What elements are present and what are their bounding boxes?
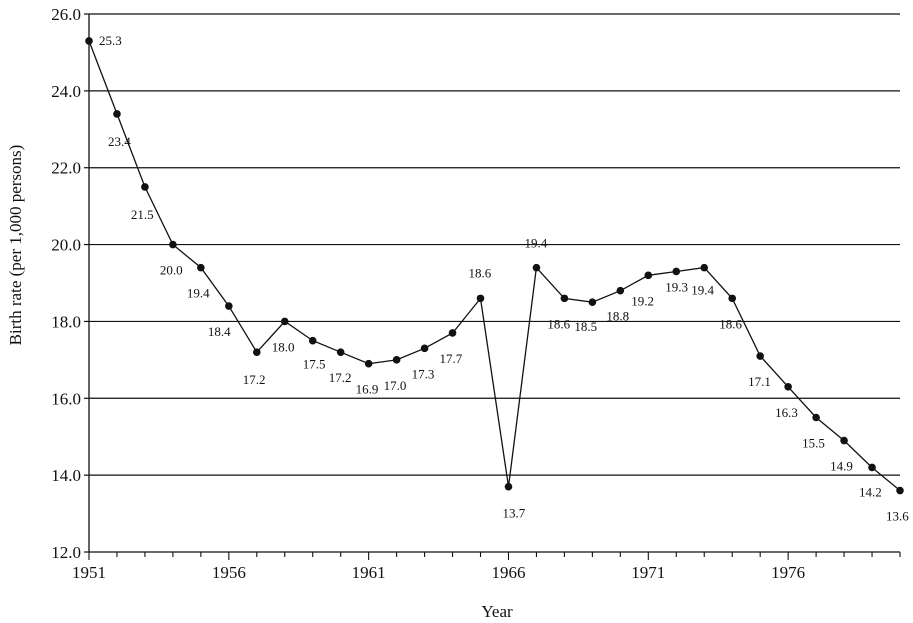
y-tick-label: 16.0 (51, 389, 81, 408)
data-label: 17.2 (243, 372, 266, 387)
data-point (113, 110, 121, 118)
axes (88, 14, 900, 553)
data-label: 19.3 (665, 279, 688, 294)
y-axis-ticks: 12.0 14.0 16.0 18.0 20.0 22.0 24.0 26.0 (51, 5, 89, 562)
data-label: 15.5 (802, 436, 825, 451)
data-label: 16.3 (775, 405, 798, 420)
data-point (169, 240, 177, 249)
data-label: 14.9 (830, 459, 853, 474)
data-point (420, 344, 429, 353)
x-tick-label: 1966 (491, 563, 525, 582)
data-label: 20.0 (160, 263, 183, 278)
data-label: 19.2 (631, 293, 654, 308)
data-point (85, 37, 93, 45)
data-label: 13.7 (502, 506, 525, 521)
data-point (616, 286, 625, 295)
series-line (88, 40, 901, 492)
x-tick-label: 1951 (72, 563, 106, 582)
data-point (868, 463, 876, 472)
x-axis-title: Year (481, 602, 513, 621)
y-tick-label: 20.0 (51, 236, 81, 255)
data-point (728, 294, 737, 303)
data-point (141, 183, 149, 191)
data-point (560, 294, 569, 303)
data-label: 18.4 (208, 324, 231, 339)
x-tick-label: 1971 (631, 563, 665, 582)
data-label: 13.6 (886, 509, 909, 524)
y-tick-label: 24.0 (51, 82, 81, 101)
data-label: 19.4 (524, 236, 547, 251)
data-label: 18.6 (719, 316, 742, 331)
grid-lines (89, 13, 900, 476)
data-point (672, 267, 681, 276)
data-labels: 25.323.421.520.019.418.417.218.017.517.2… (99, 33, 909, 524)
data-point (784, 382, 792, 391)
data-point (532, 263, 541, 272)
data-label: 18.0 (272, 339, 295, 354)
data-label: 16.9 (356, 382, 379, 397)
data-label: 23.4 (108, 134, 131, 149)
data-point (644, 271, 653, 280)
data-label: 17.1 (748, 374, 771, 389)
y-tick-label: 26.0 (51, 5, 81, 24)
data-point (392, 356, 401, 364)
data-label: 19.4 (187, 286, 210, 301)
data-point (225, 302, 233, 310)
data-label: 17.7 (440, 351, 463, 366)
data-point (336, 348, 345, 356)
x-tick-label: 1961 (352, 563, 386, 582)
y-tick-label: 18.0 (51, 312, 81, 331)
data-label: 17.5 (303, 357, 326, 372)
x-tick-label: 1976 (771, 563, 805, 582)
data-point (197, 263, 205, 272)
data-label: 18.6 (469, 265, 492, 280)
data-point (840, 436, 848, 445)
data-label: 18.5 (574, 319, 597, 334)
data-label: 18.6 (547, 316, 570, 331)
data-point (756, 352, 764, 360)
data-point (252, 348, 261, 356)
data-point (364, 359, 373, 368)
data-label: 21.5 (131, 207, 154, 222)
x-tick-label: 1956 (212, 563, 246, 582)
data-label: 17.2 (329, 370, 352, 385)
data-label: 17.3 (412, 366, 435, 381)
y-tick-label: 14.0 (51, 466, 81, 485)
data-label: 14.2 (859, 484, 882, 499)
data-point (476, 294, 485, 303)
y-tick-label: 12.0 (51, 543, 81, 562)
data-point (700, 263, 709, 272)
data-point (308, 336, 317, 345)
data-point (280, 317, 289, 326)
series-birth-rate (85, 37, 904, 495)
data-point (504, 482, 513, 491)
y-tick-label: 22.0 (51, 159, 81, 178)
data-label: 25.3 (99, 33, 122, 48)
y-axis-title: Birth rate (per 1,000 persons) (6, 145, 25, 346)
data-point (448, 329, 457, 337)
data-point (812, 413, 820, 422)
data-point (896, 486, 904, 495)
data-label: 17.0 (384, 378, 407, 393)
data-point (588, 298, 597, 307)
data-label: 19.4 (691, 283, 714, 298)
x-axis-ticks: 1951 1956 1961 1966 1971 1976 (72, 552, 901, 582)
data-label: 18.8 (606, 309, 629, 324)
